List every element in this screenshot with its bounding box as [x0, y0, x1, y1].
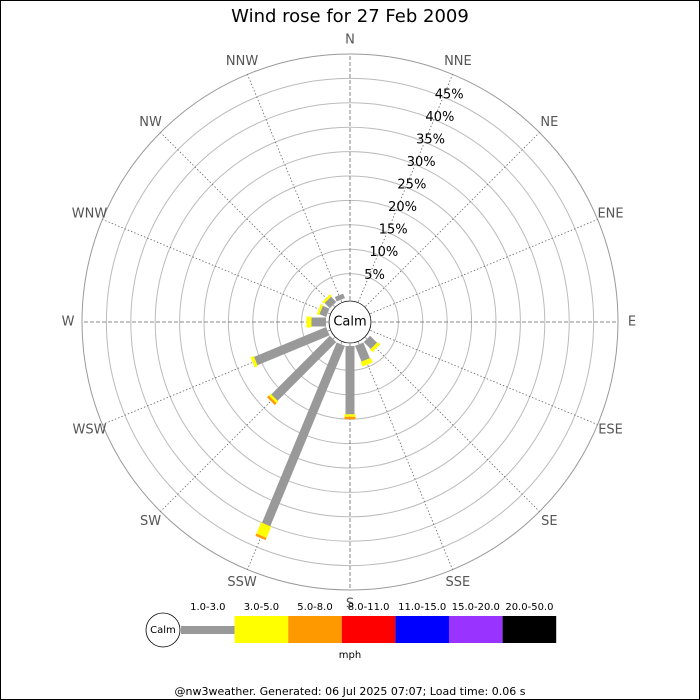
grid-ring: [105, 77, 595, 567]
ring-label: 20%: [388, 200, 417, 215]
direction-label: E: [628, 315, 636, 330]
wind-bar: [355, 342, 370, 362]
direction-label: WNW: [72, 207, 108, 222]
wind-bar: [324, 296, 337, 309]
wind-bar: [363, 335, 378, 350]
legend-label: 15.0-20.0: [452, 602, 500, 613]
grid-ring: [179, 151, 521, 493]
wind-bar: [256, 522, 272, 538]
legend-label: 8.0-11.0: [348, 602, 390, 613]
legend-label: 20.0-50.0: [505, 602, 553, 613]
ring-label: 30%: [407, 155, 436, 170]
spoke: [365, 337, 540, 512]
legend-label: 1.0-3.0: [190, 602, 225, 613]
spoke: [358, 74, 453, 302]
legend-swatch: [502, 616, 557, 643]
wind-bar: [319, 305, 330, 317]
ring-label: 25%: [397, 178, 426, 193]
calm-circle: [328, 300, 372, 344]
direction-label: SSE: [446, 575, 471, 590]
legend-calm-circle: [145, 612, 181, 648]
legend-swatch: [181, 626, 235, 634]
ring-label: 35%: [416, 133, 445, 148]
spoke: [370, 330, 598, 425]
wind-bar: [369, 341, 381, 353]
spoke: [358, 342, 453, 570]
legend-calm-label: Calm: [150, 625, 176, 636]
legend-swatch: [288, 616, 342, 643]
direction-label: S: [346, 597, 354, 612]
ring-label: 5%: [364, 268, 385, 283]
legend-swatch: [449, 616, 503, 643]
direction-label: SSW: [227, 575, 257, 590]
grid-ring: [154, 126, 546, 518]
spoke: [370, 219, 598, 314]
spoke: [102, 219, 330, 314]
legend-swatch: [341, 616, 396, 643]
direction-label: SE: [541, 514, 557, 529]
direction-label: NW: [139, 115, 162, 130]
legend-swatch: [395, 616, 449, 643]
spoke: [247, 74, 342, 302]
direction-label: N: [345, 33, 355, 48]
spoke: [102, 330, 330, 425]
wind-bar: [253, 327, 330, 366]
legend-swatch: [234, 616, 289, 643]
wind-bar: [334, 293, 345, 302]
legend-label: 11.0-15.0: [398, 602, 446, 613]
direction-label: W: [62, 315, 75, 330]
legend-label: 3.0-5.0: [244, 602, 279, 613]
spoke: [365, 132, 540, 307]
direction-label: ESE: [598, 422, 623, 437]
wind-bar: [267, 395, 277, 405]
wind-bar: [271, 335, 337, 401]
ring-label: 40%: [425, 110, 454, 125]
direction-label: NE: [540, 115, 558, 130]
ring-label: 45%: [435, 87, 464, 102]
wind-bar: [322, 294, 332, 304]
wind-bar: [316, 303, 324, 316]
chart-title: Wind rose for 27 Feb 2009: [231, 6, 469, 27]
legend-label: 5.0-8.0: [297, 602, 332, 613]
direction-label: NNE: [444, 54, 472, 69]
wind-bar: [255, 533, 267, 541]
grid-ring: [130, 102, 570, 542]
outer-ring: [81, 53, 619, 591]
ring-label: 10%: [369, 245, 398, 260]
wind-bar: [261, 342, 345, 527]
direction-label: SW: [140, 514, 161, 529]
direction-label: NNW: [226, 54, 258, 69]
calm-label: Calm: [333, 315, 366, 330]
legend-unit: mph: [339, 650, 361, 661]
footer: @nw3weather. Generated: 06 Jul 2025 07:0…: [175, 685, 526, 698]
ring-label: 15%: [379, 223, 408, 238]
wind-bar: [268, 393, 279, 404]
wind-bar: [360, 357, 373, 367]
wind-bar: [250, 355, 258, 368]
spoke: [160, 132, 335, 307]
spoke: [160, 337, 335, 512]
direction-label: ENE: [597, 207, 623, 222]
direction-label: WSW: [72, 422, 106, 437]
